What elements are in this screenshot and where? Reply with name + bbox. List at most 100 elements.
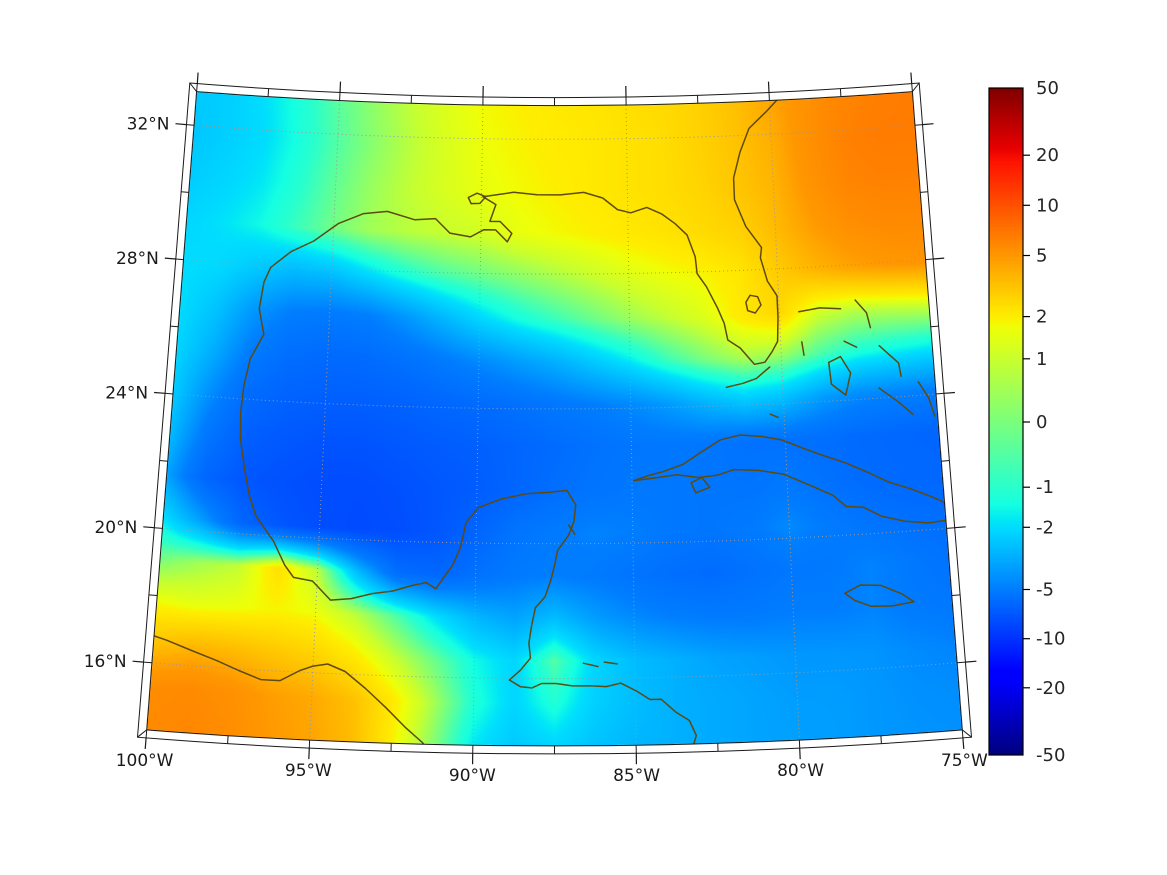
axis-tick [965,660,977,663]
frame-divider [961,729,964,738]
lon-tick-label: 80°W [777,761,824,781]
gridline-lon-80W [768,100,800,741]
axis-ticks [132,72,977,765]
coastline-jamaica [844,584,915,608]
frame-divider [137,729,148,738]
frame-divider [143,661,152,664]
coastline-cuba [632,434,951,524]
frame-divider [880,735,882,744]
frame-divider [148,594,158,596]
colorbar-tick-label: -2 [1036,517,1054,538]
frame-divider [189,82,197,92]
lon-tick-label: 75°W [941,751,988,771]
coastline-us_gulf_atlantic [258,92,785,366]
axis-tick [339,81,342,93]
graticule [151,100,958,746]
lat-tick-label: 32°N [127,115,170,135]
axis-tick [143,526,155,529]
colorbar-tick-label: 2 [1036,307,1047,328]
frame-divider [957,661,966,664]
coastline-pacific_mexico [146,630,433,746]
frame-divider [164,392,174,395]
coastline-small_islands-3 [603,661,618,665]
coastline-small_islands-1 [769,413,779,419]
frame-divider [181,191,189,193]
axis-tick [922,123,934,126]
frame-divider [145,729,148,738]
lat-tick-label: 24°N [105,384,148,404]
lat-tick-label: 16°N [84,652,127,672]
frame-divider [914,124,923,126]
coastline-bahamas-6 [801,341,805,357]
gridline-lon-85W [625,104,637,746]
map-frame-inner [146,91,963,747]
coastlines [146,92,951,746]
colorbar-tick-label: -5 [1036,580,1054,601]
axis-tick [910,72,913,84]
coastline-bahamas-5 [917,381,936,417]
colorbar-tick-label: -20 [1036,678,1065,699]
frame-divider [170,325,179,328]
axis-tick [308,748,310,760]
lat-tick-label: 28°N [116,249,159,269]
axis-tick [954,526,966,529]
coastline-isla_juventud [690,476,711,494]
gridline-lat-20 [162,527,947,545]
gridline-lon-95W [309,100,341,741]
frame-divider [946,527,955,529]
colorbar-tick-label: -50 [1036,745,1065,766]
colorbar-outline [988,87,1024,756]
frame-divider [196,83,198,92]
frame-divider [267,88,270,97]
gridline-lon-90W [472,104,484,746]
lon-tick-label: 90°W [449,766,496,786]
lon-tick-label: 85°W [613,766,660,786]
lat-tick-label: 20°N [94,518,137,538]
colorbar-tick-label: -1 [1036,477,1054,498]
axis-tick [933,257,945,260]
gridline-lat-24 [172,393,937,410]
coastline-small_islands-2 [582,662,599,668]
axis-tick [175,123,187,126]
frame-divider [911,83,913,92]
frame-divider [941,460,950,462]
lon-tick-label: 100°W [116,751,174,771]
coastline-bahamas-2 [827,355,852,396]
colorbar-ticks [1023,154,1030,689]
frame-divider [227,735,229,744]
frame-divider [930,325,939,328]
colorbar-tick-label: 1 [1036,349,1047,370]
coastline-lake_pontchartrain [467,192,487,205]
coastline-lake_okeechobee [745,294,762,314]
coastline-bahamas-0 [798,307,842,313]
gridline-lat-28 [183,259,926,275]
colorbar-tick-label: 20 [1036,145,1059,166]
coastline-bahamas-3 [878,344,902,378]
axis-tick [767,81,770,93]
map-frame-outer [136,82,973,755]
colorbar-tick-label: 0 [1036,412,1047,433]
colorbar-tick-label: 50 [1036,78,1059,99]
coastline-bahamas-1 [854,299,872,329]
frame-divider [935,392,945,395]
axis-labels: 32°N 28°N 24°N 20°N 16°N 100°W 95°W 90°W 85°W 80°… [84,78,1066,786]
axis-tick [132,660,144,663]
frame-divider [186,124,195,126]
axis-tick [196,72,199,84]
coastline-small_islands-0 [567,524,576,535]
axis-tick [144,737,147,749]
coastline-florida_keys [725,366,771,389]
frame-divider [154,527,163,529]
frame-divider [912,82,920,92]
coastline-mexico_central_america [239,333,698,746]
colorbar-tick-label: 5 [1036,246,1047,267]
map-frame-dividers [137,82,972,754]
frame-divider [159,460,168,462]
coastline-bahamas-4 [878,387,914,416]
frame-divider [175,258,184,261]
gridline-lat-32 [193,124,916,140]
axis-tick [943,391,955,394]
